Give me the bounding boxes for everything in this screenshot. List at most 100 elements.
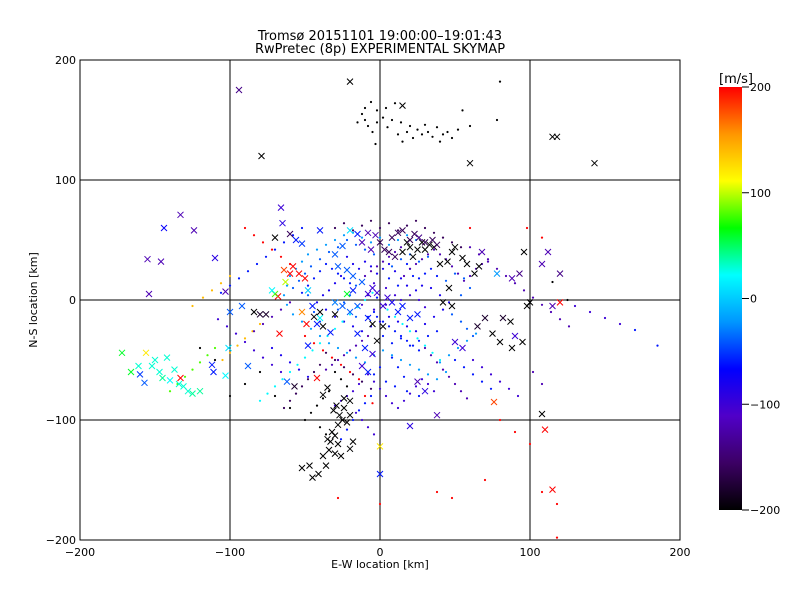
- data-point-dot: [417, 260, 421, 263]
- data-point-cross: [364, 368, 372, 376]
- data-point-dot: [444, 279, 448, 282]
- data-point-dot: [381, 349, 385, 352]
- data-point-dot: [414, 385, 418, 388]
- data-point-dot: [405, 224, 409, 227]
- data-point-cross: [262, 311, 270, 318]
- data-point-dot: [354, 344, 358, 347]
- colorbar-ticks: 200 100 0 −100 −200: [742, 81, 780, 517]
- data-point-dot: [336, 246, 340, 249]
- data-point-dot: [371, 130, 374, 134]
- data-point-cross: [118, 349, 126, 357]
- data-point-dot: [369, 100, 373, 104]
- colorbar-tick-label: 0: [750, 293, 757, 306]
- data-point-cross: [354, 330, 361, 337]
- data-point-dot: [282, 241, 286, 244]
- data-point-dot: [429, 267, 433, 270]
- data-point-cross: [499, 314, 507, 322]
- data-point-cross: [330, 407, 337, 414]
- data-point-cross: [316, 308, 324, 316]
- data-point-dot: [252, 349, 256, 352]
- data-point-dot: [312, 310, 316, 314]
- data-point-dot: [342, 301, 346, 304]
- data-point-dot: [345, 255, 349, 258]
- data-point-dot: [375, 272, 379, 275]
- data-point-dot: [342, 354, 346, 357]
- data-point-cross: [385, 248, 393, 256]
- data-point-dot: [369, 241, 373, 244]
- data-point-dot: [393, 330, 397, 333]
- data-point-dot: [288, 274, 292, 278]
- data-point-dot: [372, 380, 376, 383]
- data-point-dot: [471, 334, 475, 338]
- data-point-dot: [357, 267, 361, 270]
- data-point-cross: [376, 470, 384, 478]
- data-point-dot: [225, 325, 229, 328]
- data-point-dot: [465, 339, 469, 342]
- data-point-dot: [393, 250, 397, 254]
- data-point-cross: [142, 349, 150, 357]
- data-point-dot: [168, 390, 172, 393]
- data-point-dot: [405, 234, 409, 237]
- data-point-cross: [369, 350, 376, 358]
- data-point-dot: [378, 320, 382, 323]
- data-point-dot: [369, 265, 373, 268]
- data-point-dot: [402, 399, 406, 402]
- data-point-dot: [393, 270, 397, 273]
- data-point-dot: [480, 380, 484, 383]
- data-point-cross: [349, 438, 357, 445]
- data-point-cross: [474, 323, 481, 330]
- data-point-dot: [456, 272, 460, 275]
- x-tick-label: −100: [215, 546, 245, 559]
- data-point-dot: [191, 304, 194, 308]
- data-point-cross: [478, 248, 486, 256]
- data-point-cross: [556, 299, 564, 306]
- data-point-dot: [384, 394, 388, 398]
- data-point-dot: [351, 373, 355, 376]
- data-point-cross: [175, 380, 183, 388]
- data-point-cross: [508, 344, 516, 352]
- data-point-dot: [252, 234, 256, 237]
- data-point-cross: [519, 338, 526, 346]
- data-point-dot: [468, 286, 472, 290]
- data-point-dot: [387, 315, 391, 318]
- data-point-dot: [357, 382, 361, 386]
- data-point-dot: [341, 320, 344, 323]
- data-point-dot: [303, 356, 307, 359]
- data-point-dot: [423, 272, 427, 275]
- data-point-dot: [318, 342, 322, 345]
- x-tick-label: −200: [65, 546, 95, 559]
- data-point-dot: [396, 320, 400, 323]
- data-point-dot: [399, 246, 403, 249]
- data-point-cross: [376, 443, 384, 450]
- data-point-cross: [414, 378, 421, 385]
- data-point-dot: [531, 370, 535, 374]
- data-point-dot: [411, 344, 415, 347]
- data-point-cross: [306, 462, 313, 469]
- data-point-dot: [540, 490, 544, 494]
- data-point-dot: [300, 226, 304, 230]
- data-point-dot: [372, 253, 376, 256]
- data-point-dot: [416, 337, 419, 340]
- data-point-cross: [331, 299, 339, 306]
- data-point-dot: [408, 294, 412, 297]
- data-point-dot: [315, 404, 319, 407]
- data-point-dot: [219, 282, 223, 285]
- data-point-cross: [250, 308, 258, 316]
- data-point-dot: [246, 270, 250, 273]
- data-point-cross: [451, 338, 459, 346]
- data-point-dot: [258, 399, 262, 402]
- data-point-dot: [372, 433, 376, 436]
- chart-subtitle: RwPretec (8p) EXPERIMENTAL SKYMAP: [255, 42, 505, 57]
- chart-title: Tromsø 20151101 19:00:00–19:01:43: [257, 29, 502, 44]
- data-point-dot: [318, 258, 322, 261]
- data-point-dot: [288, 399, 292, 402]
- data-point-dot: [435, 330, 439, 333]
- data-point-dot: [348, 313, 352, 316]
- data-point-dot: [183, 375, 187, 378]
- data-point-cross: [364, 314, 372, 322]
- data-point-dot: [300, 320, 304, 323]
- data-point-dot: [330, 363, 334, 366]
- data-point-dot: [303, 272, 307, 275]
- data-point-dot: [426, 130, 430, 134]
- data-point-dot: [459, 390, 463, 393]
